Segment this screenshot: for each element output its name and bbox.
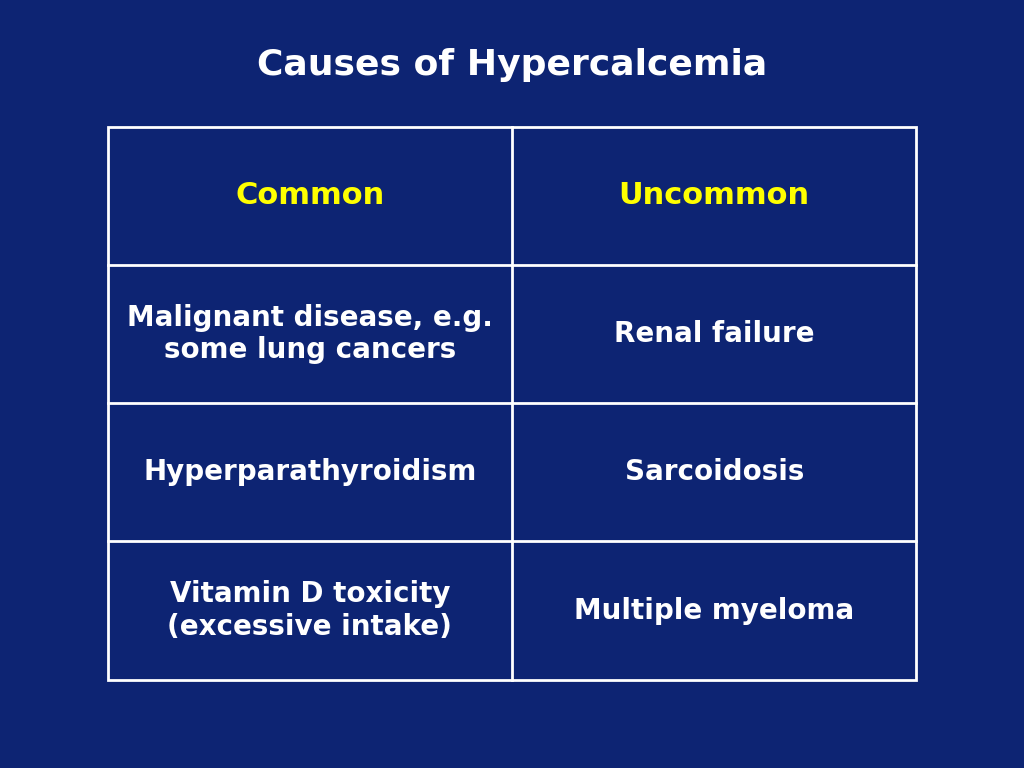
Text: Sarcoidosis: Sarcoidosis bbox=[625, 458, 804, 486]
Text: Renal failure: Renal failure bbox=[614, 320, 814, 348]
Text: Vitamin D toxicity
(excessive intake): Vitamin D toxicity (excessive intake) bbox=[167, 581, 453, 641]
Text: Uncommon: Uncommon bbox=[618, 181, 810, 210]
Bar bbox=[108, 127, 916, 680]
Text: Causes of Hypercalcemia: Causes of Hypercalcemia bbox=[257, 48, 767, 82]
Text: Malignant disease, e.g.
some lung cancers: Malignant disease, e.g. some lung cancer… bbox=[127, 304, 493, 364]
Text: Common: Common bbox=[236, 181, 384, 210]
Text: Hyperparathyroidism: Hyperparathyroidism bbox=[143, 458, 476, 486]
Text: Multiple myeloma: Multiple myeloma bbox=[574, 597, 854, 624]
